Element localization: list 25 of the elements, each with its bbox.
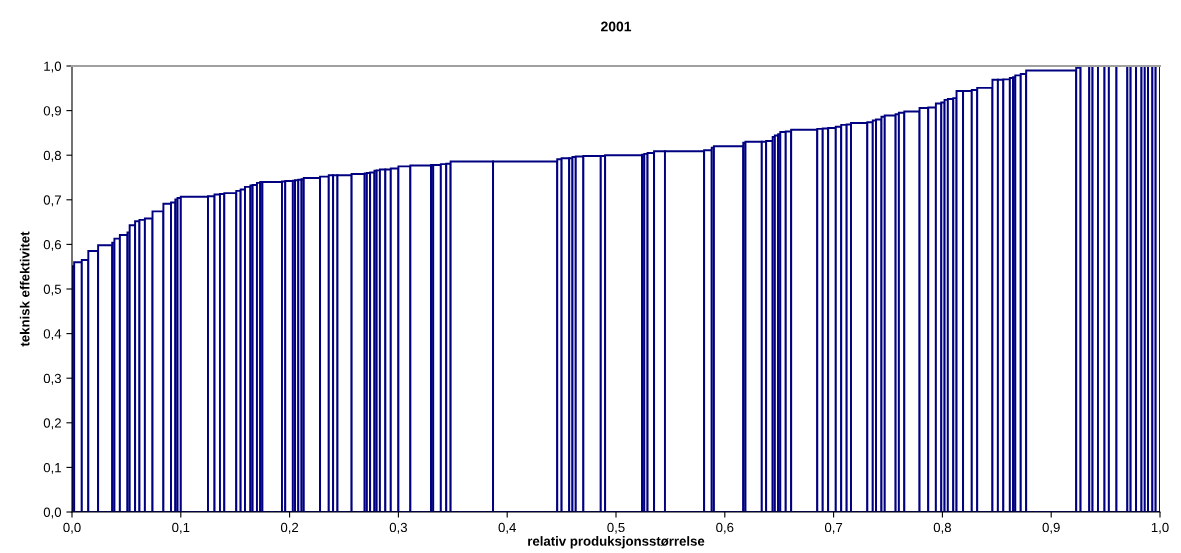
x-tick-label: 0,4 bbox=[498, 522, 516, 534]
y-tick-label: 0,9 bbox=[43, 106, 61, 118]
y-tick-label: 1,0 bbox=[44, 61, 62, 73]
x-tick-label: 1,0 bbox=[1151, 522, 1169, 534]
chart-title: 2001 bbox=[601, 21, 632, 32]
x-tick-label: 0,1 bbox=[172, 522, 190, 534]
x-tick-label: 0,6 bbox=[716, 522, 734, 534]
x-tick-label: 0,7 bbox=[824, 522, 843, 534]
y-tick-label: 0,4 bbox=[43, 329, 62, 341]
x-tick-label: 0,2 bbox=[280, 522, 299, 534]
x-tick-label: 0,9 bbox=[1042, 522, 1060, 534]
x-tick-label: 0,8 bbox=[933, 522, 951, 534]
y-axis-title: teknisk effektivitet bbox=[19, 231, 30, 347]
x-tick-label: 0,5 bbox=[607, 522, 625, 534]
y-tick-label: 0,6 bbox=[43, 239, 62, 251]
y-tick-label: 0,2 bbox=[43, 418, 61, 430]
y-tick-label: 0,5 bbox=[43, 284, 62, 296]
x-axis-title: relativ produksjonsstørrelse bbox=[528, 536, 705, 549]
x-tick-label: 0,3 bbox=[389, 522, 407, 534]
y-tick-label: 0,1 bbox=[43, 462, 61, 474]
y-tick-label: 0,8 bbox=[43, 150, 62, 162]
y-tick-label: 0,0 bbox=[43, 507, 62, 519]
y-tick-label: 0,7 bbox=[43, 195, 61, 207]
y-tick-label: 0,3 bbox=[43, 373, 62, 385]
x-tick-label: 0,0 bbox=[63, 522, 81, 534]
